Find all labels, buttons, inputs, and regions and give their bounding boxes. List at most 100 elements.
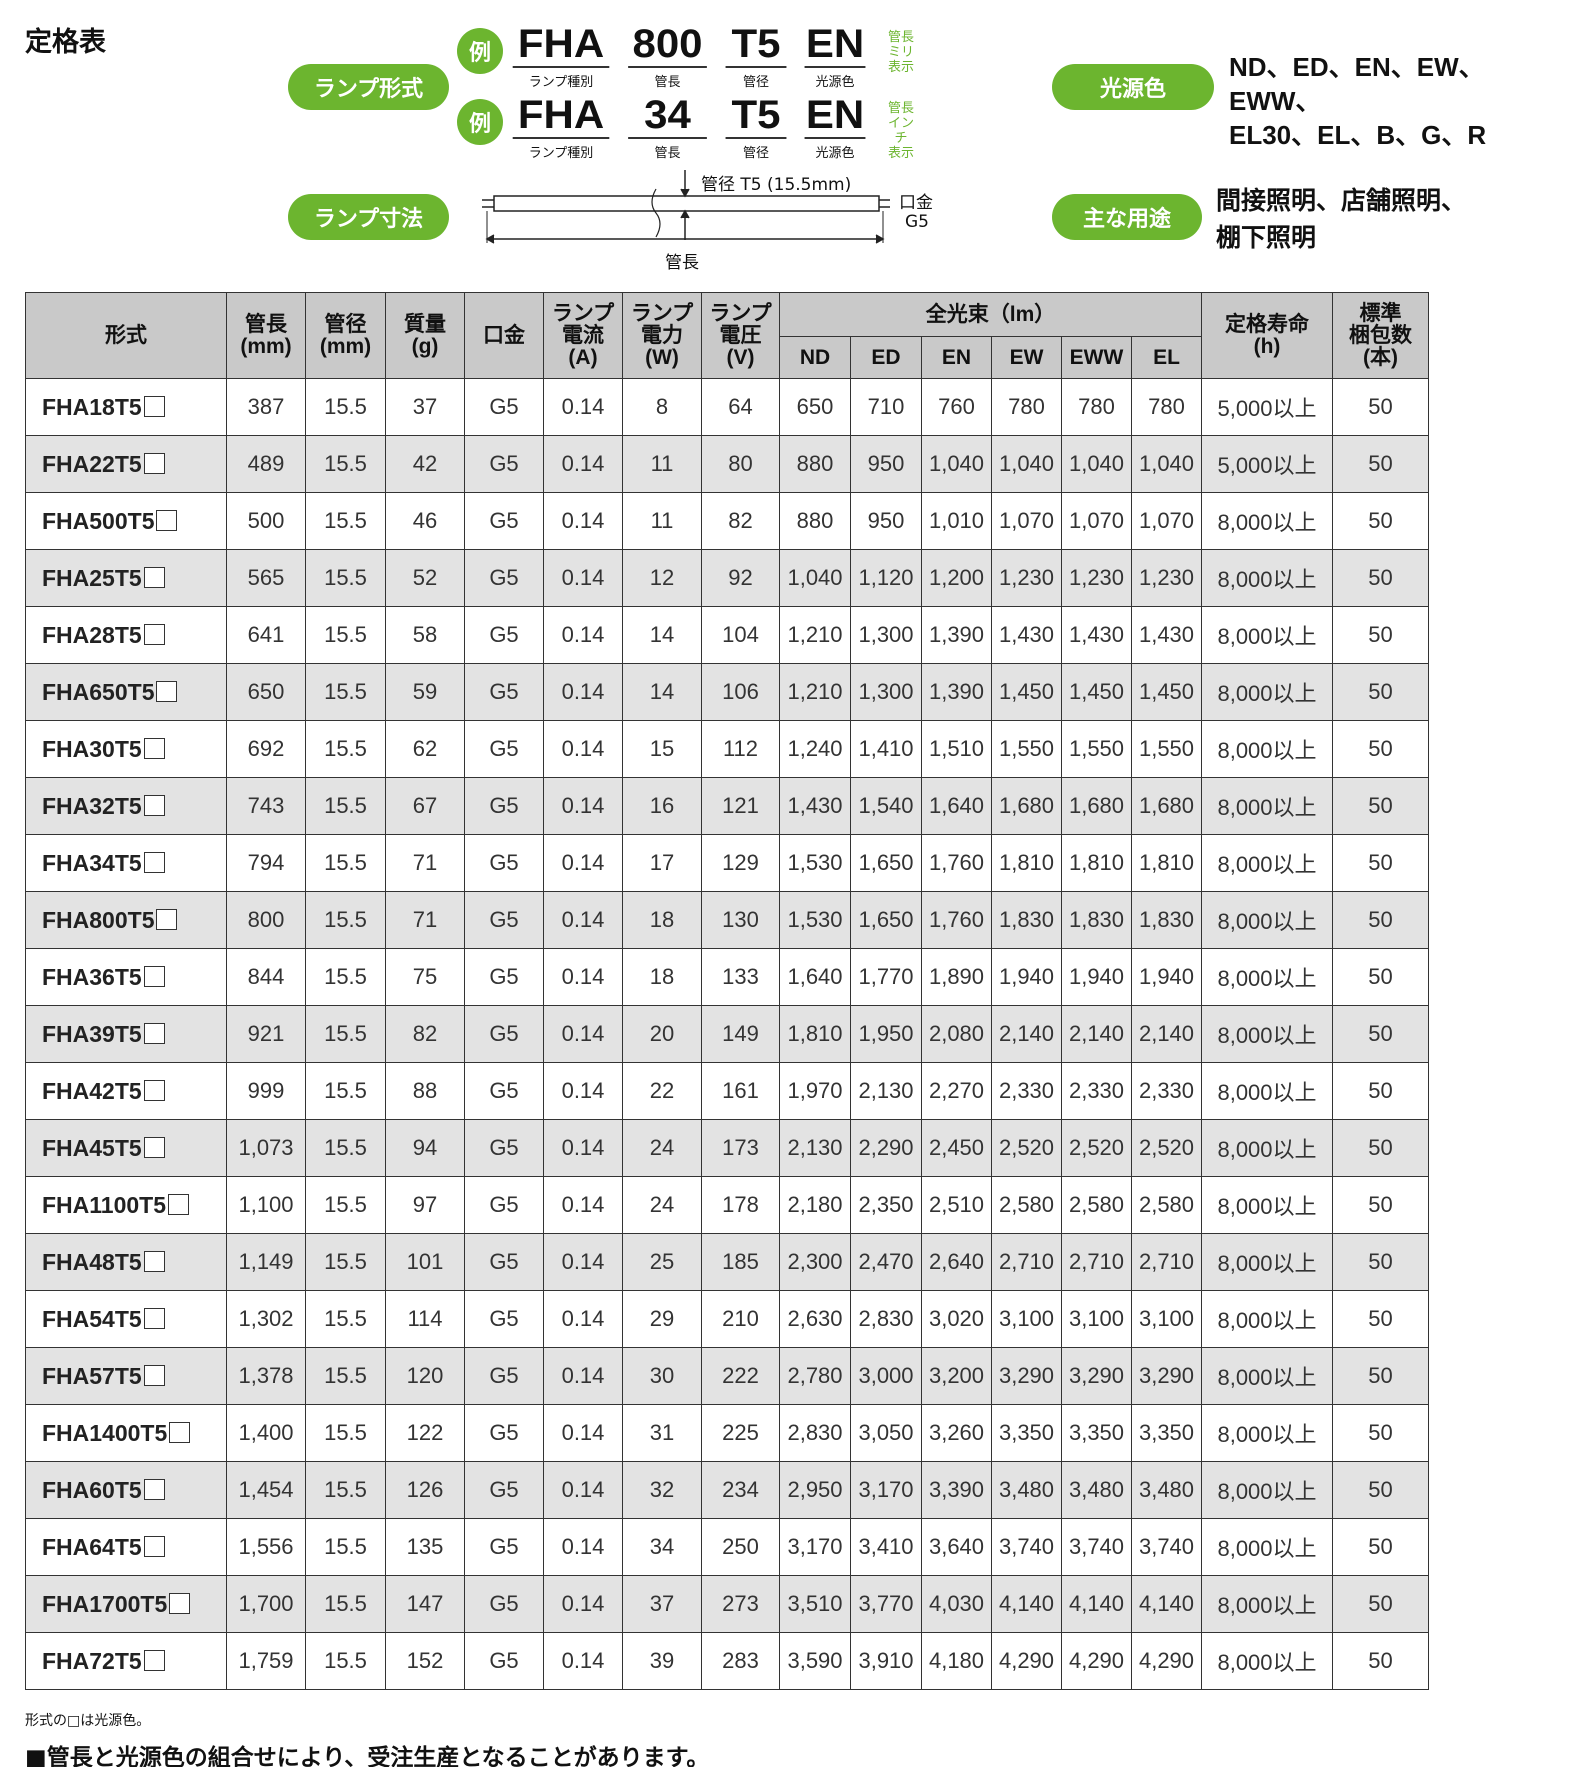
model-cell: FHA72T5 — [25, 1632, 227, 1690]
table-cell: 2,830 — [779, 1404, 851, 1462]
table-cell: 1,940 — [991, 948, 1062, 1006]
table-row: FHA42T5 999 15.5 88 G5 0.14 22 161 1,970 2,130 2,2… — [25, 1062, 1429, 1120]
table-cell: 4,290 — [1061, 1632, 1132, 1690]
table-cell: G5 — [464, 1518, 544, 1576]
table-cell: 94 — [385, 1119, 465, 1177]
table-cell: 5,000以上 — [1201, 378, 1333, 436]
table-cell: 3,590 — [779, 1632, 851, 1690]
table-cell: 1,810 — [779, 1005, 851, 1063]
table-cell: 3,640 — [921, 1518, 992, 1576]
table-cell: 1,950 — [850, 1005, 922, 1063]
header-mass: 質量 (g) — [385, 292, 465, 379]
table-cell: 1,940 — [1131, 948, 1202, 1006]
table-cell: 15.5 — [305, 834, 386, 892]
table-cell: 3,740 — [991, 1518, 1062, 1576]
table-cell: 2,080 — [921, 1005, 992, 1063]
model-cell: FHA28T5 — [25, 606, 227, 664]
table-cell: 3,290 — [991, 1347, 1062, 1405]
model-cell: FHA54T5 — [25, 1290, 227, 1348]
model-name: FHA45T5 — [42, 1134, 142, 1161]
table-cell: 50 — [1332, 1119, 1429, 1177]
table-cell: 4,290 — [991, 1632, 1062, 1690]
table-cell: 0.14 — [543, 1062, 623, 1120]
table-cell: 2,450 — [921, 1119, 992, 1177]
header-flux-nd: ND — [779, 336, 851, 379]
table-cell: 50 — [1332, 948, 1429, 1006]
table-cell: 50 — [1332, 435, 1429, 493]
table-cell: 15.5 — [305, 1461, 386, 1519]
table-cell: 1,300 — [850, 663, 922, 721]
base-label: 口金 G5 — [899, 193, 933, 232]
table-cell: 1,040 — [991, 435, 1062, 493]
model-cell: FHA1700T5 — [25, 1575, 227, 1633]
table-row: FHA60T5 1,454 15.5 126 G5 0.14 32 234 2,950 3,170… — [25, 1461, 1429, 1519]
model-name: FHA60T5 — [42, 1476, 142, 1503]
table-cell: 2,130 — [850, 1062, 922, 1120]
table-cell: 50 — [1332, 1347, 1429, 1405]
table-cell: 880 — [779, 492, 851, 550]
table-cell: 75 — [385, 948, 465, 1006]
table-cell: 42 — [385, 435, 465, 493]
table-cell: 1,454 — [226, 1461, 306, 1519]
table-cell: 97 — [385, 1176, 465, 1234]
lamp-tube — [493, 195, 880, 212]
header-power: ランプ 電力 (W) — [622, 292, 702, 379]
table-cell: 39 — [622, 1632, 702, 1690]
color-placeholder-box — [143, 1079, 165, 1101]
color-placeholder-box — [143, 851, 165, 873]
table-cell: 0.14 — [543, 891, 623, 949]
table-cell: 1,040 — [779, 549, 851, 607]
table-cell: 2,580 — [991, 1176, 1062, 1234]
table-cell: 114 — [385, 1290, 465, 1348]
table-cell: 15.5 — [305, 1005, 386, 1063]
table-cell: 2,710 — [991, 1233, 1062, 1291]
table-cell: 2,710 — [1131, 1233, 1202, 1291]
table-cell: 3,050 — [850, 1404, 922, 1462]
table-cell: 8 — [622, 378, 702, 436]
header-pack: 標準 梱包数 (本) — [1332, 292, 1429, 379]
table-cell: G5 — [464, 1062, 544, 1120]
table-cell: 1,530 — [779, 891, 851, 949]
table-cell: 15.5 — [305, 1119, 386, 1177]
table-cell: 3,410 — [850, 1518, 922, 1576]
table-cell: 15.5 — [305, 549, 386, 607]
table-cell: 67 — [385, 777, 465, 835]
header-current: ランプ 電流 (A) — [543, 292, 623, 379]
table-cell: 8,000以上 — [1201, 834, 1333, 892]
table-cell: 3,390 — [921, 1461, 992, 1519]
color-placeholder-box — [168, 1193, 190, 1215]
table-cell: 3,350 — [1131, 1404, 1202, 1462]
model-cell: FHA32T5 — [25, 777, 227, 835]
table-cell: 3,100 — [1061, 1290, 1132, 1348]
table-cell: 46 — [385, 492, 465, 550]
table-row: FHA39T5 921 15.5 82 G5 0.14 20 149 1,810 1,950 2,0… — [25, 1005, 1429, 1063]
table-cell: 794 — [226, 834, 306, 892]
model-name: FHA72T5 — [42, 1647, 142, 1674]
table-cell: 1,450 — [1061, 663, 1132, 721]
table-cell: 2,580 — [1131, 1176, 1202, 1234]
table-cell: 1,890 — [921, 948, 992, 1006]
model-name: FHA28T5 — [42, 621, 142, 648]
color-placeholder-box — [143, 737, 165, 759]
table-cell: 3,260 — [921, 1404, 992, 1462]
color-placeholder-box — [169, 1592, 191, 1614]
color-placeholder-box — [143, 1307, 165, 1329]
table-row: FHA500T5 500 15.5 46 G5 0.14 11 82 880 950 1,010 1,… — [25, 492, 1429, 550]
example-badge: 例 — [457, 99, 503, 145]
table-cell: 126 — [385, 1461, 465, 1519]
table-cell: G5 — [464, 777, 544, 835]
table-cell: 800 — [226, 891, 306, 949]
table-cell: 1,830 — [991, 891, 1062, 949]
light-color-list: ND、ED、EN、EW、EWW、 EL30、EL、B、G、R — [1229, 52, 1487, 150]
table-cell: 135 — [385, 1518, 465, 1576]
model-cell: FHA34T5 — [25, 834, 227, 892]
model-cell: FHA42T5 — [25, 1062, 227, 1120]
table-cell: 3,910 — [850, 1632, 922, 1690]
table-cell: 62 — [385, 720, 465, 778]
table-cell: 1,070 — [1131, 492, 1202, 550]
table-cell: 1,970 — [779, 1062, 851, 1120]
table-row: FHA28T5 641 15.5 58 G5 0.14 14 104 1,210 1,300 1,3… — [25, 606, 1429, 664]
table-cell: 8,000以上 — [1201, 492, 1333, 550]
table-cell: G5 — [464, 1575, 544, 1633]
table-cell: 50 — [1332, 1518, 1429, 1576]
